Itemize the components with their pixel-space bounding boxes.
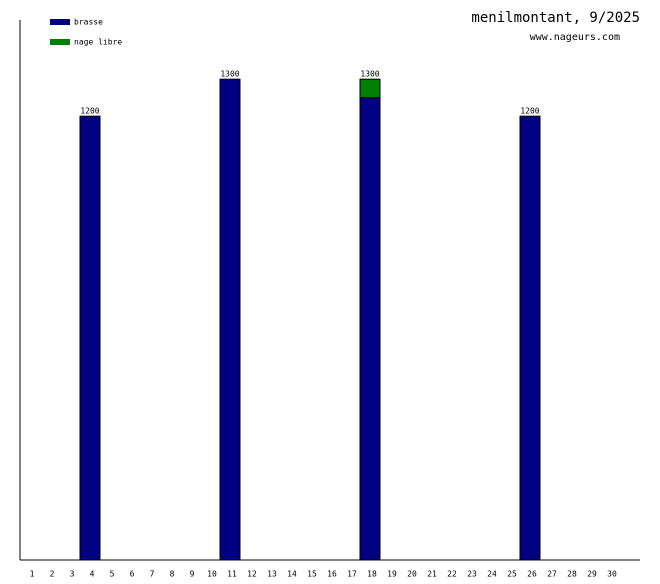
x-tick-label: 24	[487, 570, 497, 579]
x-tick-label: 11	[227, 570, 237, 579]
x-tick-label: 9	[190, 570, 195, 579]
total-label: 1300	[360, 70, 379, 79]
x-tick-label: 26	[527, 570, 537, 579]
x-tick-label: 7	[150, 570, 155, 579]
legend-swatch	[50, 39, 70, 45]
x-tick-label: 25	[507, 570, 517, 579]
x-tick-label: 28	[567, 570, 577, 579]
x-tick-label: 17	[347, 570, 357, 579]
total-label: 1200	[80, 107, 99, 116]
x-tick-label: 6	[130, 570, 135, 579]
bar-segment	[79, 115, 101, 561]
x-tick-label: 21	[427, 570, 437, 579]
x-tick-label: 30	[607, 570, 617, 579]
x-tick-label: 16	[327, 570, 337, 579]
legend-label: nage libre	[74, 38, 122, 47]
bar-segment	[519, 115, 541, 561]
legend-label: brasse	[74, 18, 103, 27]
x-tick-label: 19	[387, 570, 397, 579]
x-tick-label: 29	[587, 570, 597, 579]
x-tick-label: 5	[110, 570, 115, 579]
bar-segment	[359, 78, 381, 99]
chart-subtitle: www.nageurs.com	[530, 32, 620, 43]
bar-segment	[219, 78, 241, 561]
x-tick-label: 23	[467, 570, 477, 579]
x-tick-label: 10	[207, 570, 217, 579]
x-tick-label: 2	[50, 570, 55, 579]
x-tick-label: 12	[247, 570, 257, 579]
x-tick-label: 20	[407, 570, 417, 579]
x-tick-label: 3	[70, 570, 75, 579]
x-tick-label: 8	[170, 570, 175, 579]
x-tick-label: 15	[307, 570, 317, 579]
total-label: 1300	[220, 70, 239, 79]
bar-segment	[359, 97, 381, 561]
x-tick-label: 18	[367, 570, 377, 579]
x-tick-label: 14	[287, 570, 297, 579]
x-tick-label: 27	[547, 570, 557, 579]
chart-title: menilmontant, 9/2025	[471, 10, 640, 26]
x-tick-label: 1	[30, 570, 35, 579]
x-tick-label: 13	[267, 570, 277, 579]
legend-swatch	[50, 19, 70, 25]
x-tick-label: 22	[447, 570, 457, 579]
x-tick-label: 4	[90, 570, 95, 579]
total-label: 1200	[520, 107, 539, 116]
